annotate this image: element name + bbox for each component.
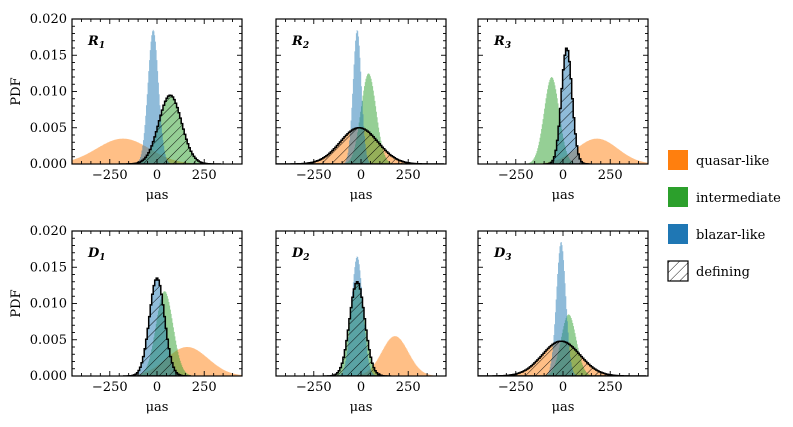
x-axis-label: μas (350, 400, 373, 415)
x-tick-label: 250 (598, 380, 623, 395)
series-blazar-like (129, 29, 177, 164)
panel-d2: −250 0 250 μas D2 (275, 230, 447, 415)
panel-d3: −250 0 250 μas D3 (477, 230, 649, 415)
panel-label: D2 (291, 246, 310, 263)
x-tick-label: −250 (296, 168, 332, 183)
legend-item-quasar: quasar-like (668, 150, 770, 170)
y-tick-label: 0.005 (30, 333, 67, 348)
x-axis-label: μas (146, 400, 169, 415)
panel-label: D3 (493, 246, 512, 263)
series-defining (478, 340, 647, 376)
x-tick-label: 0 (559, 380, 567, 395)
legend-swatch (668, 187, 688, 207)
x-axis-label: μas (350, 188, 373, 203)
series-quasar-like (335, 336, 446, 376)
x-tick-label: 250 (192, 168, 217, 183)
x-tick-label: 0 (559, 168, 567, 183)
x-tick-label: −250 (498, 380, 534, 395)
y-tick-label: 0.000 (30, 369, 67, 384)
x-tick-label: 250 (598, 168, 623, 183)
y-tick-label: 0.010 (30, 297, 67, 312)
y-tick-label: 0.020 (30, 12, 67, 27)
legend-swatch (667, 260, 689, 282)
x-tick-label: 0 (153, 168, 161, 183)
legend-item-blazar: blazar-like (668, 224, 766, 244)
panel-d1: −250 0 250 μas 0.000 0.005 0.010 0.015 0.020 PDF D… (9, 224, 243, 415)
x-tick-label: −250 (498, 168, 534, 183)
series-defining (543, 47, 591, 164)
x-tick-label: 250 (396, 380, 421, 395)
series-blazar-like (338, 30, 376, 164)
x-axis-label: μas (146, 188, 169, 203)
series-defining (119, 94, 222, 164)
x-tick-label: 250 (396, 168, 421, 183)
y-tick-label: 0.010 (30, 85, 67, 100)
x-tick-label: 0 (357, 168, 365, 183)
y-tick-label: 0.020 (30, 224, 67, 239)
x-tick-label: 0 (153, 380, 161, 395)
panel-r2: −250 0 250 μas R2 (275, 18, 447, 203)
series-defining (123, 277, 191, 376)
y-tick-label: 0.015 (30, 48, 67, 63)
y-axis-label: PDF (9, 289, 24, 317)
panel-label: R1 (87, 34, 105, 51)
y-tick-label: 0.000 (30, 157, 67, 172)
series-blazar-like (539, 242, 583, 376)
x-tick-label: −250 (296, 380, 332, 395)
series-intermediate (334, 73, 403, 164)
y-tick-label: 0.005 (30, 121, 67, 136)
legend-label: intermediate (696, 191, 781, 206)
y-tick-label: 0.015 (30, 260, 67, 275)
panel-label: R3 (493, 34, 511, 51)
x-tick-label: −250 (92, 168, 128, 183)
x-tick-label: −250 (92, 380, 128, 395)
legend-item-intermediate: intermediate (668, 187, 781, 207)
series-intermediate (517, 77, 586, 164)
x-tick-label: 0 (357, 380, 365, 395)
series-quasar-like (72, 138, 242, 164)
x-axis-label: μas (552, 400, 575, 415)
legend-label: quasar-like (696, 154, 770, 169)
legend-item-defining: defining (667, 260, 750, 282)
panel-label: D1 (87, 246, 106, 263)
series-defining (323, 281, 392, 376)
panel-label: R2 (291, 34, 309, 51)
x-tick-label: 250 (192, 380, 217, 395)
y-axis-label: PDF (9, 77, 24, 105)
panel-r1: −250 0 250 μas 0.000 0.005 0.010 0.015 0.020 PDF R… (9, 12, 243, 203)
legend-label: blazar-like (696, 228, 766, 243)
panel-r3: −250 0 250 μas R3 (477, 18, 649, 203)
legend-swatch (668, 150, 688, 170)
legend-label: defining (696, 265, 750, 280)
legend: quasar-like intermediate blazar-like defini… (667, 150, 781, 282)
legend-swatch (668, 224, 688, 244)
series-defining (276, 127, 445, 164)
x-axis-label: μas (552, 188, 575, 203)
